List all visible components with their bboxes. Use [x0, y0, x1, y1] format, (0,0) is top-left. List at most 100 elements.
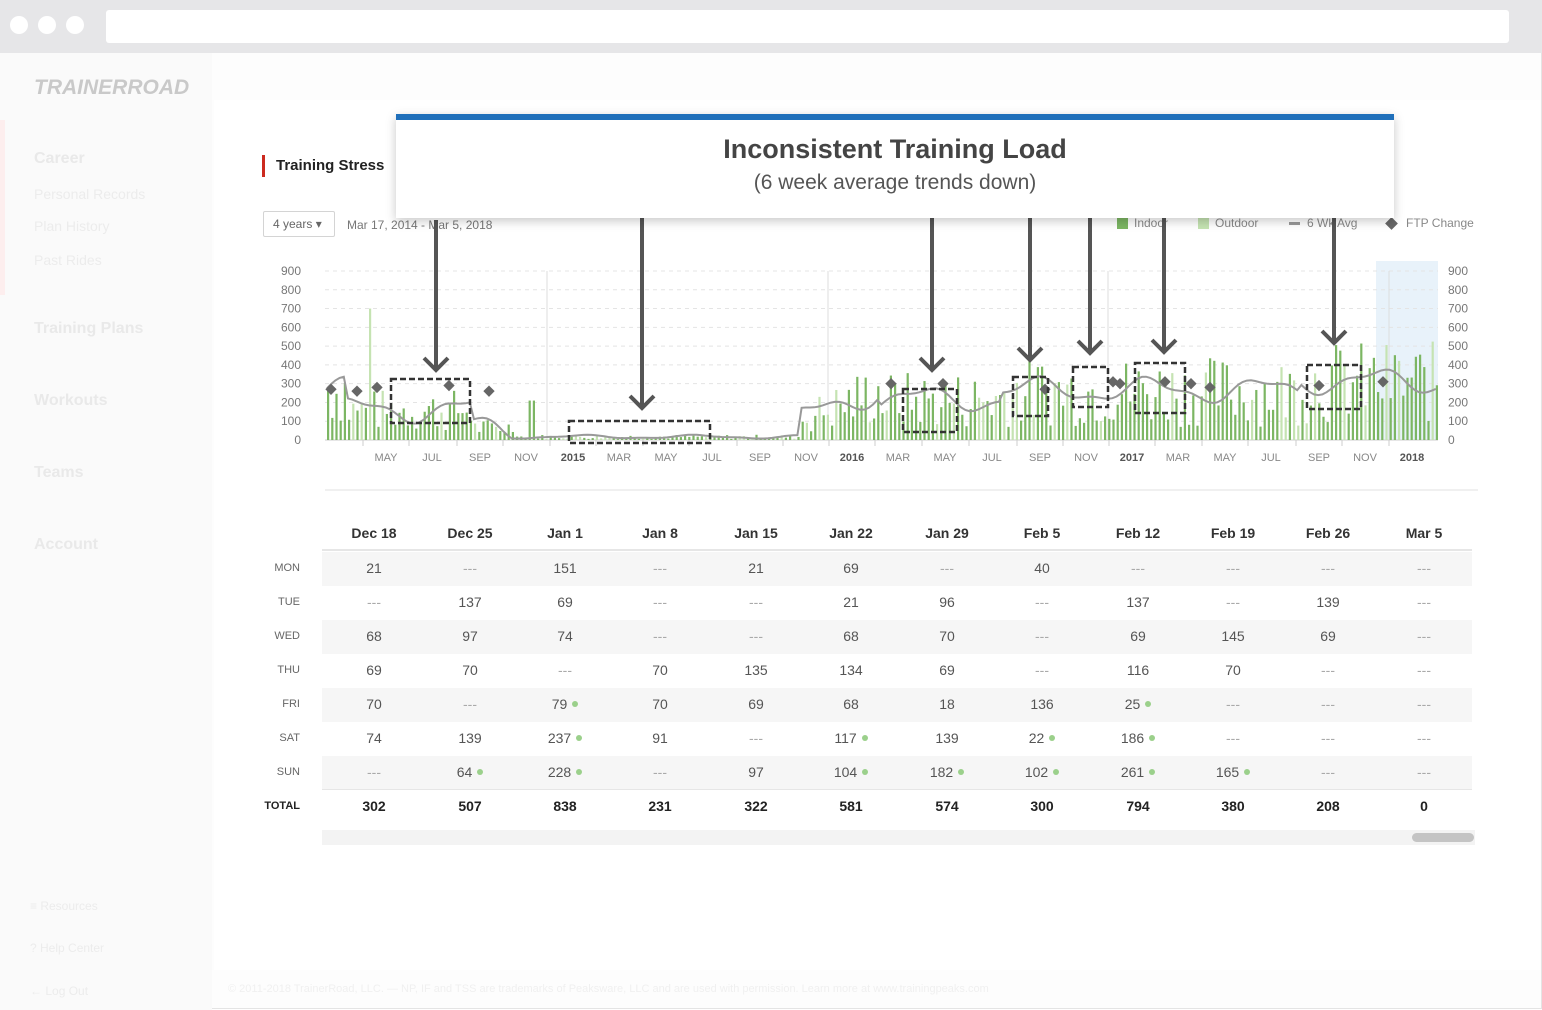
tss-cell[interactable]: 69 — [326, 662, 422, 678]
tss-cell[interactable]: 74 — [326, 730, 422, 746]
tss-cell[interactable]: 69 — [1280, 628, 1376, 644]
tss-cell[interactable]: 137 — [1090, 594, 1186, 610]
tss-cell[interactable]: 97 — [708, 764, 804, 780]
sidebar-item-plan-history[interactable]: Plan History — [34, 218, 110, 234]
tss-cell[interactable]: 136 — [994, 696, 1090, 712]
tss-cell[interactable]: --- — [1376, 764, 1472, 780]
tss-cell[interactable]: --- — [994, 662, 1090, 678]
range-select[interactable]: 4 years ▾ — [263, 211, 335, 237]
tss-cell[interactable]: 151 — [517, 560, 613, 576]
trainerroad-logo[interactable]: TRAINERROAD — [34, 76, 190, 99]
tss-cell[interactable]: 68 — [326, 628, 422, 644]
window-zoom-dot[interactable] — [66, 16, 84, 34]
tss-cell[interactable]: --- — [1185, 730, 1281, 746]
week-header[interactable]: Jan 22 — [829, 525, 873, 541]
tss-cell[interactable]: 69 — [803, 560, 899, 576]
week-header[interactable]: Feb 5 — [1023, 525, 1061, 541]
tss-cell[interactable]: 134 — [803, 662, 899, 678]
tss-cell[interactable]: 69 — [899, 662, 995, 678]
tss-cell[interactable]: --- — [326, 764, 422, 780]
tss-cell[interactable]: 91 — [612, 730, 708, 746]
tss-cell[interactable]: 74 — [517, 628, 613, 644]
sidebar-item-personal-records[interactable]: Personal Records — [34, 186, 146, 202]
week-header[interactable]: Jan 29 — [925, 525, 969, 541]
tss-cell[interactable]: 165 — [1185, 764, 1281, 780]
tss-cell[interactable]: 182 — [899, 764, 995, 780]
tss-cell[interactable]: 135 — [708, 662, 804, 678]
week-header[interactable]: Jan 8 — [642, 525, 678, 541]
tss-cell[interactable]: 145 — [1185, 628, 1281, 644]
sidebar-item-career[interactable]: Career — [34, 150, 85, 167]
tss-cell[interactable]: 25 — [1090, 696, 1186, 712]
tss-cell[interactable]: --- — [612, 560, 708, 576]
tss-cell[interactable]: 68 — [803, 628, 899, 644]
tss-cell[interactable]: --- — [1185, 594, 1281, 610]
tss-cell[interactable]: 139 — [1280, 594, 1376, 610]
tss-cell[interactable]: --- — [994, 628, 1090, 644]
address-bar[interactable] — [106, 10, 1509, 43]
tss-cell[interactable]: --- — [1376, 628, 1472, 644]
tss-cell[interactable]: --- — [1185, 560, 1281, 576]
tss-cell[interactable]: 97 — [422, 628, 518, 644]
week-header[interactable]: Feb 19 — [1210, 525, 1256, 541]
tss-cell[interactable]: 139 — [899, 730, 995, 746]
tss-cell[interactable]: --- — [1376, 696, 1472, 712]
tss-cell[interactable]: --- — [612, 628, 708, 644]
tss-cell[interactable]: --- — [612, 764, 708, 780]
tss-cell[interactable]: --- — [1280, 730, 1376, 746]
tss-cell[interactable]: 18 — [899, 696, 995, 712]
week-header[interactable]: Feb 26 — [1305, 525, 1351, 541]
window-close-dot[interactable] — [10, 16, 28, 34]
tss-cell[interactable]: --- — [1280, 696, 1376, 712]
tss-cell[interactable]: 117 — [803, 730, 899, 746]
tss-cell[interactable]: 70 — [612, 662, 708, 678]
tss-cell[interactable]: --- — [994, 594, 1090, 610]
tss-cell[interactable]: 261 — [1090, 764, 1186, 780]
sidebar-item-help-center[interactable]: ? Help Center — [30, 941, 104, 955]
tss-cell[interactable]: 22 — [994, 730, 1090, 746]
tss-cell[interactable]: 70 — [899, 628, 995, 644]
legend-ftp[interactable]: FTP Change — [1406, 216, 1474, 230]
tss-cell[interactable]: --- — [422, 560, 518, 576]
tss-cell[interactable]: 21 — [803, 594, 899, 610]
tss-cell[interactable]: 40 — [994, 560, 1090, 576]
tss-cell[interactable]: --- — [899, 560, 995, 576]
table-scrollbar-thumb[interactable] — [1412, 833, 1474, 842]
legend-indoor[interactable]: Indoor — [1134, 216, 1169, 230]
week-header[interactable]: Feb 12 — [1115, 525, 1161, 541]
table-scrollbar-track[interactable] — [322, 830, 1475, 845]
tss-cell[interactable]: --- — [708, 628, 804, 644]
tss-cell[interactable]: 69 — [1090, 628, 1186, 644]
tss-cell[interactable]: --- — [1376, 662, 1472, 678]
sidebar-item-workouts[interactable]: Workouts — [34, 392, 108, 409]
tss-cell[interactable]: 186 — [1090, 730, 1186, 746]
tss-cell[interactable]: 69 — [517, 594, 613, 610]
week-header[interactable]: Dec 25 — [447, 525, 493, 541]
window-minimize-dot[interactable] — [38, 16, 56, 34]
sidebar-item-log-out[interactable]: ← Log Out — [30, 984, 88, 998]
week-header[interactable]: Jan 1 — [547, 525, 583, 541]
tss-cell[interactable]: 70 — [612, 696, 708, 712]
tss-cell[interactable]: --- — [1376, 594, 1472, 610]
tss-cell[interactable]: --- — [326, 594, 422, 610]
tss-cell[interactable]: 237 — [517, 730, 613, 746]
tss-cell[interactable]: --- — [517, 662, 613, 678]
tss-cell[interactable]: 70 — [422, 662, 518, 678]
tss-cell[interactable]: --- — [612, 594, 708, 610]
tss-cell[interactable]: 68 — [803, 696, 899, 712]
tss-cell[interactable]: --- — [1090, 560, 1186, 576]
sidebar-item-training-plans[interactable]: Training Plans — [34, 320, 144, 337]
tss-cell[interactable]: 21 — [326, 560, 422, 576]
tss-cell[interactable]: 21 — [708, 560, 804, 576]
tss-cell[interactable]: --- — [1376, 730, 1472, 746]
tss-cell[interactable]: --- — [1280, 764, 1376, 780]
week-header[interactable]: Jan 15 — [734, 525, 778, 541]
tss-cell[interactable]: --- — [1376, 560, 1472, 576]
tss-cell[interactable]: --- — [708, 594, 804, 610]
tss-cell[interactable]: 79 — [517, 696, 613, 712]
tss-cell[interactable]: 116 — [1090, 662, 1186, 678]
tss-cell[interactable]: 70 — [1185, 662, 1281, 678]
tss-cell[interactable]: 64 — [422, 764, 518, 780]
tss-cell[interactable]: --- — [422, 696, 518, 712]
week-header[interactable]: Mar 5 — [1405, 525, 1443, 541]
